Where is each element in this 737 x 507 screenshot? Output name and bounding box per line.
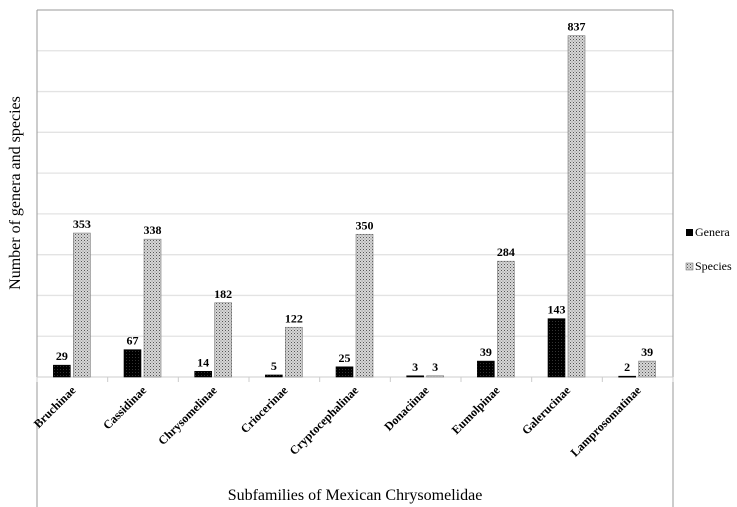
data-label-species: 182 — [214, 287, 232, 301]
legend-label-genera: Genera — [695, 225, 730, 239]
data-label-genera: 5 — [271, 359, 277, 373]
bar-genera — [335, 366, 354, 378]
bar-genera — [194, 370, 212, 378]
data-label-species: 837 — [568, 20, 586, 34]
data-label-genera: 143 — [548, 303, 566, 317]
category-label: Cassidinae — [100, 383, 150, 433]
bar-species — [285, 326, 303, 378]
bar-species — [567, 35, 586, 378]
data-label-genera: 29 — [56, 349, 68, 363]
category-label: Criocerinae — [238, 383, 291, 436]
bar-species — [214, 302, 232, 378]
bar-species — [497, 260, 515, 378]
data-label-species: 3 — [432, 360, 438, 374]
data-label-species: 39 — [641, 345, 653, 359]
data-label-species: 338 — [144, 223, 162, 237]
bar-species — [355, 233, 374, 378]
category-label: Bruchinae — [31, 383, 79, 431]
category-label: Donaciinae — [381, 383, 432, 434]
data-label-genera: 14 — [197, 355, 209, 369]
category-label: Galerucinae — [519, 383, 574, 438]
legend-swatch-species — [685, 262, 694, 271]
data-label-species: 353 — [73, 217, 91, 231]
data-label-species: 350 — [356, 218, 374, 232]
data-label-genera: 3 — [412, 360, 418, 374]
data-label-genera: 2 — [624, 360, 630, 374]
bar-species — [638, 360, 656, 378]
bar-genera — [406, 375, 424, 378]
x-axis-title: Subfamilies of Mexican Chrysomelidae — [228, 487, 483, 504]
y-axis-title: Number of genera and species — [7, 96, 24, 290]
bar-genera — [123, 349, 142, 378]
bar-species — [426, 375, 444, 378]
bar-genera — [477, 360, 495, 378]
bar-genera — [547, 318, 566, 378]
legend-label-species: Species — [695, 259, 732, 273]
legend-swatch-genera — [686, 229, 693, 236]
category-label: Eumolpinae — [449, 383, 503, 437]
data-label-genera: 39 — [480, 345, 492, 359]
bar-species — [73, 232, 91, 378]
category-label: Cryptocephalinae — [287, 383, 362, 458]
data-label-genera: 25 — [339, 351, 351, 365]
data-label-genera: 67 — [127, 334, 139, 348]
bar-species — [143, 238, 162, 378]
data-label-species: 284 — [497, 245, 515, 259]
bar-genera — [53, 364, 71, 378]
legend: Genera Species — [685, 225, 732, 273]
bar-genera — [265, 374, 283, 378]
bar-genera — [618, 375, 636, 378]
data-label-species: 122 — [285, 311, 303, 325]
category-label: Lamprosomatinae — [568, 383, 645, 460]
category-label: Chrysomelinae — [155, 383, 220, 448]
